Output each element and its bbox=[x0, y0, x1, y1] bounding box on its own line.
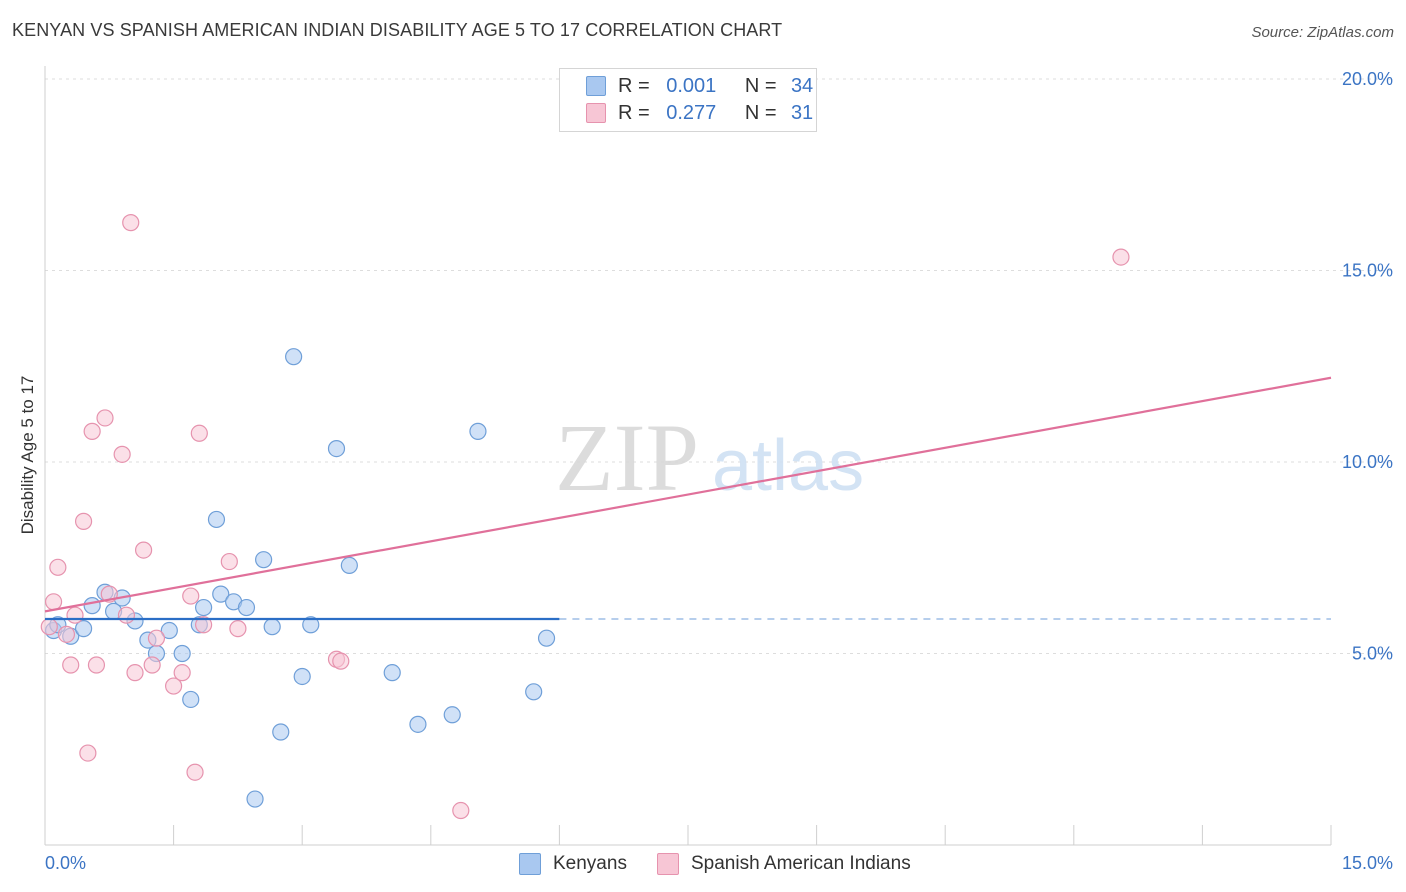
kenyan-point bbox=[173, 644, 191, 663]
tick-labels: 5.0% 10.0% 15.0% 20.0% 0.0% 15.0% bbox=[45, 69, 1393, 873]
legend-n-value: 31 bbox=[790, 101, 814, 124]
legend-n-label: N = bbox=[744, 101, 777, 124]
watermark-atlas: atlas bbox=[712, 426, 864, 506]
data-points bbox=[40, 214, 1130, 820]
kenyan-point bbox=[469, 422, 487, 440]
axes bbox=[44, 66, 1332, 846]
watermark: ZIP atlas bbox=[555, 404, 864, 511]
trend-lines bbox=[44, 376, 1332, 621]
legend-r-label: R = bbox=[618, 101, 650, 124]
spanish-point bbox=[113, 445, 131, 463]
spanish-point bbox=[186, 763, 204, 781]
spanish-point bbox=[134, 541, 153, 559]
y-tick-label: 20.0% bbox=[1342, 69, 1393, 89]
legend-r-value: 0.001 bbox=[666, 74, 717, 97]
kenyan-point bbox=[340, 556, 358, 575]
kenyan-point bbox=[409, 715, 427, 733]
legend-swatch-kenyans bbox=[586, 76, 606, 96]
spanish-point bbox=[182, 587, 200, 605]
kenyan-point bbox=[195, 598, 213, 617]
kenyan-point bbox=[537, 629, 556, 647]
kenyan-point bbox=[237, 598, 256, 617]
spanish-point bbox=[173, 664, 191, 682]
y-axis-label: Disability Age 5 to 17 bbox=[18, 375, 37, 535]
spanish-point bbox=[147, 629, 166, 647]
y-tick-label: 15.0% bbox=[1342, 261, 1393, 281]
kenyan-point bbox=[293, 667, 311, 686]
x-tick-label: 0.0% bbox=[45, 853, 86, 873]
series-legend-spanish[interactable]: Spanish American Indians bbox=[657, 851, 911, 877]
spanish-point bbox=[220, 552, 238, 571]
source-credit: Source: ZipAtlas.com bbox=[1251, 24, 1394, 41]
spanish-point bbox=[117, 606, 136, 624]
spanish-point bbox=[87, 656, 106, 674]
kenyan-point bbox=[272, 723, 290, 741]
spanish-point bbox=[62, 656, 80, 674]
spanish-point bbox=[96, 409, 114, 427]
legend-swatch-spanish bbox=[657, 853, 679, 875]
spanish-point bbox=[122, 214, 140, 232]
kenyan-point bbox=[285, 348, 303, 366]
x-tick-label: 15.0% bbox=[1342, 853, 1393, 873]
spanish-point bbox=[83, 422, 101, 440]
spanish-trend-line bbox=[44, 376, 1332, 613]
spanish-point bbox=[44, 593, 63, 611]
series-name: Spanish American Indians bbox=[691, 853, 911, 874]
kenyan-point bbox=[525, 683, 543, 701]
grid-lines bbox=[45, 78, 1393, 654]
chart-title: KENYAN VS SPANISH AMERICAN INDIAN DISABI… bbox=[12, 20, 783, 40]
spanish-point bbox=[57, 625, 76, 643]
kenyan-point bbox=[383, 664, 401, 682]
kenyan-point bbox=[83, 597, 101, 615]
kenyan-point bbox=[74, 620, 93, 638]
series-legend-kenyans[interactable]: Kenyans bbox=[519, 851, 627, 877]
spanish-point bbox=[190, 424, 208, 442]
spanish-point bbox=[195, 616, 213, 634]
kenyan-point bbox=[160, 621, 178, 640]
kenyan-point bbox=[255, 551, 273, 569]
kenyan-point bbox=[263, 618, 281, 636]
spanish-point bbox=[452, 801, 470, 820]
legend-swatch-kenyans bbox=[519, 853, 541, 875]
series-name: Kenyans bbox=[553, 853, 627, 874]
spanish-point bbox=[332, 652, 350, 670]
legend-swatch-spanish bbox=[586, 103, 606, 123]
legend-r-value: 0.277 bbox=[666, 101, 717, 124]
y-tick-label: 10.0% bbox=[1342, 452, 1393, 472]
spanish-point bbox=[49, 558, 67, 576]
spanish-point bbox=[126, 664, 144, 682]
y-tick-label: 5.0% bbox=[1352, 644, 1393, 664]
spanish-point bbox=[229, 620, 247, 638]
legend-n-label: N = bbox=[744, 74, 777, 97]
spanish-point bbox=[165, 677, 183, 695]
kenyan-point bbox=[302, 616, 320, 634]
legend-n-value: 34 bbox=[790, 74, 814, 97]
kenyan-point bbox=[207, 510, 226, 529]
kenyan-point bbox=[246, 790, 264, 808]
spanish-point bbox=[143, 656, 161, 674]
spanish-point bbox=[79, 744, 97, 762]
watermark-zip: ZIP bbox=[555, 404, 699, 511]
kenyan-point bbox=[327, 439, 346, 458]
spanish-point bbox=[1112, 248, 1130, 266]
kenyan-point bbox=[443, 706, 461, 724]
stats-legend: R = 0.001 N = 34 R = 0.277 N = 31 bbox=[559, 68, 817, 132]
kenyan-point bbox=[182, 690, 200, 709]
spanish-point bbox=[74, 512, 93, 530]
kenyan-point bbox=[212, 585, 230, 603]
spanish-point bbox=[40, 618, 58, 636]
spanish-point bbox=[66, 606, 84, 624]
legend-r-label: R = bbox=[618, 74, 650, 97]
